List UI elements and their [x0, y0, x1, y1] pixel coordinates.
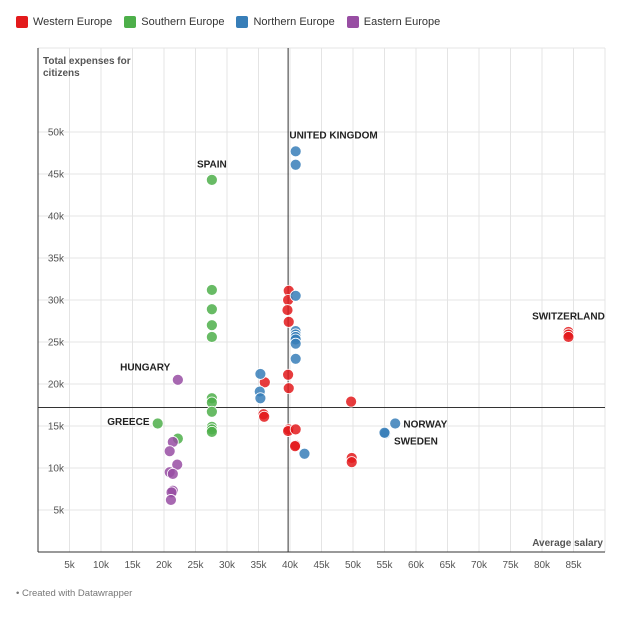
data-point-eastern-europe: [166, 467, 179, 480]
legend-swatch-southern-europe: [124, 16, 137, 28]
x-tick-label: 30k: [219, 560, 236, 571]
legend-swatch-western-europe: [16, 16, 28, 28]
legend-label-northern-europe: Northern Europe: [253, 16, 335, 28]
legend-label-western-europe: Western Europe: [33, 16, 113, 28]
data-point-southern-europe: [151, 417, 164, 430]
data-point-southern-europe: [205, 405, 218, 418]
x-tick-label: 55k: [376, 560, 393, 571]
data-point-southern-europe: [205, 425, 218, 438]
data-point-western-europe: [258, 410, 271, 423]
data-point-western-europe: [282, 315, 295, 328]
y-tick-label: 10k: [48, 464, 65, 475]
legend-item-western-europe: Western Europe: [16, 16, 112, 28]
data-point-western-europe: [282, 382, 295, 395]
data-point-eastern-europe: [163, 445, 176, 458]
data-point-western-europe: [289, 440, 301, 453]
chart-legend: Western Europe Southern Europe Northern …: [16, 16, 440, 28]
x-tick-label: 45k: [313, 560, 330, 571]
legend-swatch-eastern-europe: [346, 16, 359, 28]
x-axis-title: Average salary: [532, 538, 603, 549]
data-point-northern-europe: [289, 289, 302, 302]
data-point-northern-europe: [389, 417, 402, 430]
x-tick-label: 10k: [93, 560, 110, 571]
data-point-northern-europe: [298, 447, 311, 460]
data-point-southern-europe: [205, 173, 218, 186]
data-point-southern-europe: [205, 331, 218, 343]
data-point-western-europe: [562, 331, 575, 343]
x-tick-label: 15k: [124, 560, 141, 571]
y-tick-label: 40k: [48, 212, 65, 223]
annotation-hungary: HUNGARY: [120, 363, 171, 374]
x-tick-label: 20k: [156, 560, 173, 571]
legend-swatch-northern-europe: [236, 16, 249, 28]
x-tick-label: 5k: [64, 560, 76, 571]
data-point-southern-europe: [205, 303, 218, 316]
x-tick-label: 70k: [471, 560, 488, 571]
data-point-western-europe: [282, 368, 295, 381]
annotation-united-kingdom: UNITED KINGDOM: [289, 131, 377, 142]
legend-item-eastern-europe: Eastern Europe: [346, 16, 441, 28]
y-tick-label: 45k: [48, 170, 65, 181]
legend-label-southern-europe: Southern Europe: [141, 16, 225, 28]
y-tick-label: 30k: [48, 296, 65, 307]
annotation-sweden: SWEDEN: [394, 436, 438, 447]
data-point-eastern-europe: [171, 373, 184, 386]
x-tick-label: 85k: [565, 560, 582, 571]
y-tick-label: 50k: [48, 128, 65, 139]
data-point-southern-europe: [205, 284, 218, 296]
data-point-northern-europe: [289, 337, 302, 350]
data-point-western-europe: [345, 395, 358, 408]
y-tick-label: 20k: [48, 380, 65, 391]
legend-item-northern-europe: Northern Europe: [236, 16, 335, 28]
data-point-western-europe: [289, 423, 302, 436]
y-tick-label: 35k: [48, 254, 65, 265]
x-tick-label: 35k: [250, 560, 267, 571]
data-point-northern-europe: [254, 392, 267, 405]
y-tick-label: 5k: [53, 506, 65, 517]
data-point-northern-europe: [289, 145, 302, 158]
data-point-western-europe: [281, 304, 294, 316]
annotation-switzerland: SWITZERLAND: [532, 311, 605, 322]
data-point-northern-europe: [254, 368, 267, 380]
annotation-spain: SPAIN: [197, 159, 227, 170]
y-tick-label: 15k: [48, 422, 65, 433]
data-point-northern-europe: [378, 426, 391, 439]
footer-credit: • Created with Datawrapper: [16, 588, 133, 599]
data-point-southern-europe: [205, 319, 218, 332]
data-point-eastern-europe: [165, 494, 177, 506]
annotation-norway: NORWAY: [403, 420, 447, 431]
legend-label-eastern-europe: Eastern Europe: [363, 16, 441, 28]
legend-item-southern-europe: Southern Europe: [124, 16, 224, 28]
y-axis-title: Total expenses for citizens: [43, 56, 131, 79]
x-tick-label: 60k: [408, 560, 425, 571]
x-tick-label: 50k: [345, 560, 362, 571]
x-tick-label: 75k: [502, 560, 519, 571]
annotation-greece: GREECE: [107, 417, 150, 428]
data-point-western-europe: [345, 456, 358, 469]
y-tick-label: 25k: [48, 338, 65, 349]
x-tick-label: 25k: [187, 560, 204, 571]
data-point-northern-europe: [289, 158, 302, 171]
x-tick-label: 65k: [439, 560, 456, 571]
data-point-northern-europe: [289, 352, 302, 365]
x-tick-label: 80k: [534, 560, 551, 571]
x-tick-label: 40k: [282, 560, 299, 571]
